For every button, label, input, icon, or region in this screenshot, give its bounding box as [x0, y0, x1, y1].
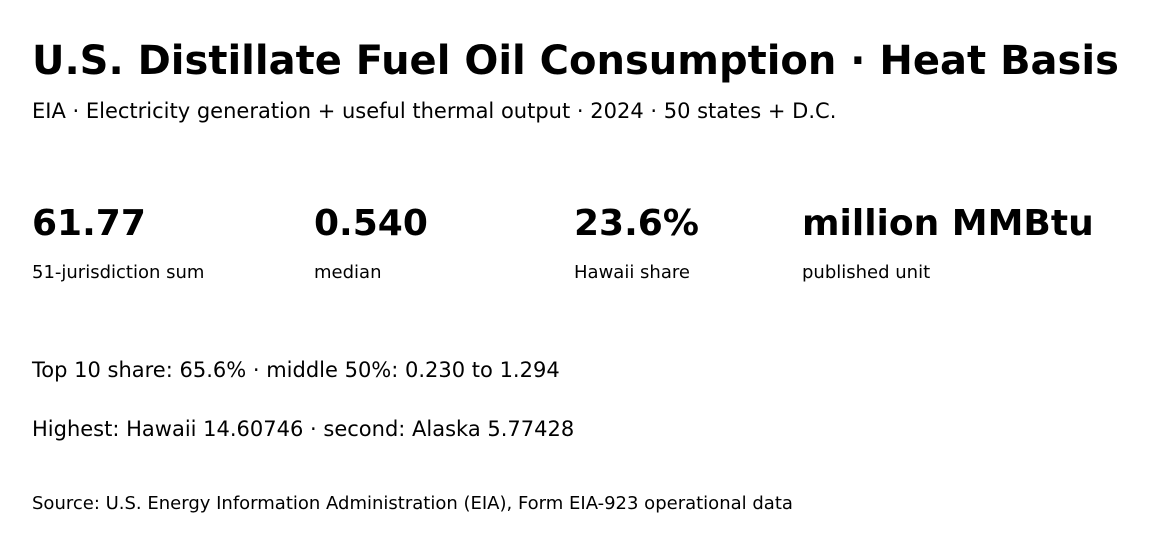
- stat-label: 51-jurisdiction sum: [32, 262, 205, 283]
- stat-label: median: [314, 262, 382, 283]
- stat-value: million MMBtu: [802, 203, 1094, 244]
- title: U.S. Distillate Fuel Oil Consumption · H…: [32, 38, 1119, 84]
- stat-value: 23.6%: [574, 203, 699, 244]
- source: Source: U.S. Energy Information Administ…: [32, 493, 793, 514]
- note: Highest: Hawaii 14.60746 · second: Alask…: [32, 417, 575, 441]
- note: Top 10 share: 65.6% · middle 50%: 0.230 …: [32, 358, 560, 382]
- stat-label: published unit: [802, 262, 931, 283]
- stat-value: 0.540: [314, 203, 428, 244]
- subtitle: EIA · Electricity generation + useful th…: [32, 99, 837, 123]
- stat-value: 61.77: [32, 203, 146, 244]
- stat-label: Hawaii share: [574, 262, 690, 283]
